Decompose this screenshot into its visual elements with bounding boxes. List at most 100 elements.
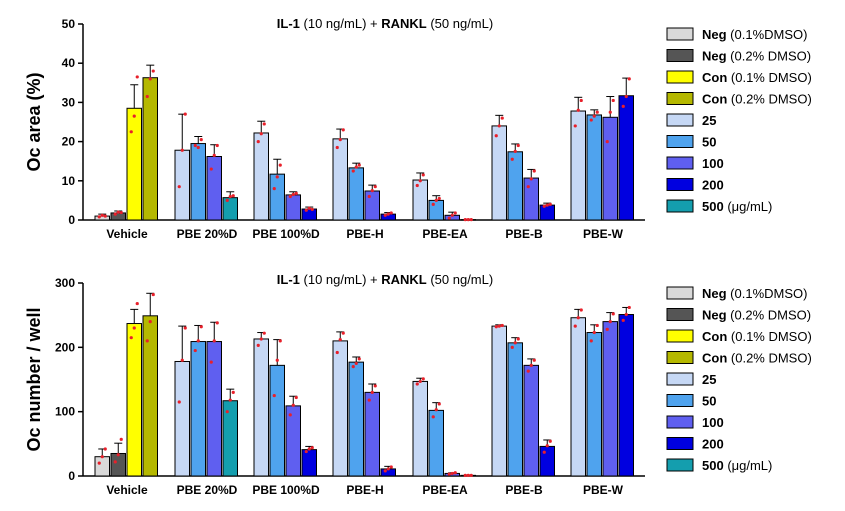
- data-point: [516, 337, 520, 341]
- legend-swatch: [666, 113, 694, 127]
- legend-label-bold: Neg: [702, 27, 727, 42]
- legend-label-bold: Neg: [702, 308, 727, 323]
- legend-label-bold: Neg: [702, 49, 727, 64]
- data-point: [545, 444, 549, 448]
- bar: [428, 409, 444, 477]
- legend-label: 500 (μg/mL): [702, 199, 772, 214]
- y-tick-label: 50: [62, 17, 76, 31]
- legend-label: Neg (0.1%DMSO): [702, 286, 807, 301]
- data-point: [180, 148, 184, 152]
- data-point: [272, 187, 276, 191]
- data-point: [231, 194, 235, 198]
- x-tick-label: PBE 20%D: [177, 483, 238, 497]
- data-point: [418, 379, 422, 384]
- data-point: [288, 194, 292, 199]
- data-point: [466, 473, 470, 477]
- data-point: [151, 292, 155, 297]
- data-point: [450, 471, 454, 476]
- legend-swatch: [666, 458, 694, 472]
- bar: [253, 132, 269, 221]
- data-point: [351, 169, 355, 173]
- legend-label: Neg (0.2% DMSO): [702, 49, 811, 64]
- data-point: [529, 363, 533, 367]
- bar: [174, 360, 190, 477]
- data-point: [310, 446, 314, 450]
- data-point: [469, 473, 473, 477]
- chart-title-part: (10 ng/mL) +: [300, 272, 381, 287]
- bar: [570, 317, 586, 477]
- data-point: [621, 104, 625, 108]
- data-point: [453, 471, 457, 475]
- y-tick-label: 20: [62, 135, 76, 149]
- legend-label-rest: (0.1%DMSO): [727, 27, 808, 42]
- data-point: [338, 138, 342, 142]
- y-axis-label: Oc number / well: [24, 307, 44, 451]
- legend-label-bold: 25: [702, 113, 716, 128]
- chart-title-part: (10 ng/mL) +: [300, 16, 381, 31]
- data-point: [180, 358, 184, 362]
- data-point: [354, 165, 358, 169]
- bar: [285, 405, 301, 477]
- data-point: [383, 213, 387, 217]
- chart-title-part: RANKL: [381, 16, 427, 31]
- data-point: [145, 94, 149, 99]
- legend-label: 50: [702, 394, 716, 409]
- data-point: [621, 318, 625, 322]
- legend-swatch: [666, 135, 694, 148]
- data-point: [103, 214, 107, 218]
- data-point: [151, 69, 155, 73]
- data-point: [627, 305, 631, 310]
- bar: [110, 452, 126, 477]
- legend-swatch: [666, 70, 694, 84]
- bar: [206, 341, 222, 477]
- data-point: [304, 208, 308, 212]
- data-point: [589, 118, 593, 122]
- legend-label-bold: 25: [702, 372, 716, 387]
- chart-title-part: (50 ng/mL): [427, 272, 493, 287]
- data-point: [576, 108, 580, 112]
- data-point: [354, 361, 358, 366]
- data-point: [135, 301, 139, 306]
- data-point: [145, 339, 149, 343]
- bar: [428, 199, 444, 221]
- legend-label: 200: [702, 178, 724, 193]
- data-point: [367, 398, 371, 402]
- chart-title-part: IL-1: [277, 16, 300, 31]
- bar: [412, 380, 428, 477]
- bar: [94, 456, 110, 477]
- legend-label-rest: (0.1% DMSO): [727, 70, 812, 85]
- x-tick-label: PBE-B: [505, 483, 543, 497]
- data-point: [335, 145, 339, 150]
- data-point: [526, 369, 530, 373]
- bar: [190, 341, 206, 477]
- data-point: [386, 467, 390, 471]
- bar: [602, 116, 618, 221]
- legend-1: Neg (0.1%DMSO)Neg (0.2% DMSO)Con (0.1% D…: [666, 27, 812, 214]
- data-point: [611, 98, 615, 103]
- data-point: [453, 211, 457, 215]
- data-point: [548, 202, 552, 206]
- data-point: [431, 415, 435, 419]
- data-point: [215, 143, 219, 148]
- legend-label-bold: 50: [702, 135, 716, 150]
- bar: [301, 208, 317, 221]
- data-point: [437, 402, 441, 406]
- legend-swatch: [666, 286, 694, 300]
- bar: [364, 190, 380, 221]
- data-point: [510, 157, 514, 161]
- bar: [285, 194, 301, 221]
- data-point: [513, 341, 517, 345]
- data-point: [209, 167, 213, 171]
- legend-label: Con (0.2% DMSO): [702, 351, 812, 366]
- data-point: [576, 316, 580, 320]
- y-tick-label: 10: [62, 174, 76, 188]
- data-point: [256, 140, 260, 144]
- bar: [269, 364, 285, 477]
- y-tick-label: 0: [68, 469, 75, 483]
- legend-label: 100: [702, 156, 724, 171]
- data-point: [542, 450, 546, 454]
- x-tick-label: PBE-H: [346, 483, 383, 497]
- x-tick-label: PBE-EA: [422, 227, 468, 241]
- legend-swatch: [666, 199, 694, 213]
- data-point: [513, 149, 517, 153]
